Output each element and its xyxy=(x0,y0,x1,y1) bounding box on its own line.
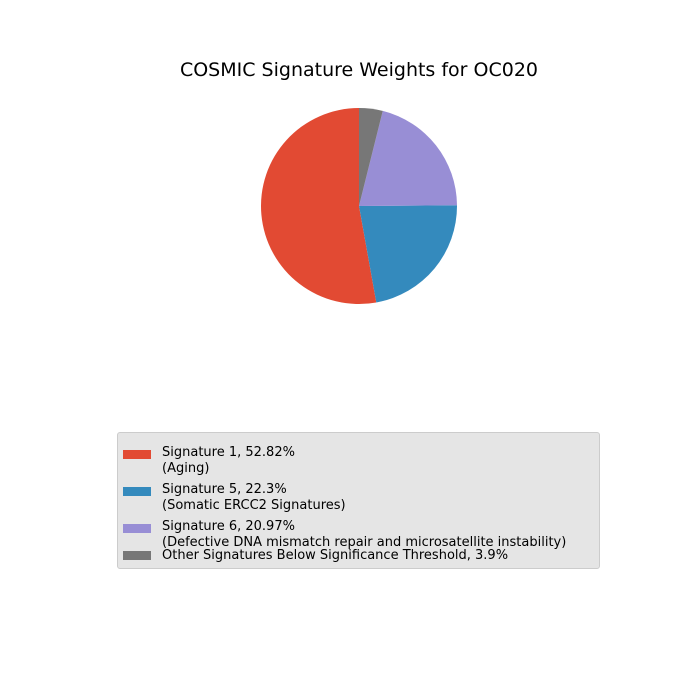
legend-swatch-signature-6 xyxy=(123,524,151,533)
legend-swatch-signature-5 xyxy=(123,487,151,496)
pie-slice-1 xyxy=(260,108,377,304)
legend-label-signature-1: Signature 1, 52.82% (Aging) xyxy=(162,445,295,476)
pie-slice-4 xyxy=(359,108,383,206)
legend-swatch-other-signatures xyxy=(123,551,151,560)
pie-slice-3 xyxy=(359,110,457,206)
pie-slice-2 xyxy=(359,205,457,303)
legend-label-signature-5: Signature 5, 22.3% (Somatic ERCC2 Signat… xyxy=(162,482,346,513)
legend-label-other-signatures: Other Signatures Below Significance Thre… xyxy=(162,548,509,563)
chart-title: COSMIC Signature Weights for OC020 xyxy=(179,59,539,81)
legend-swatch-signature-1 xyxy=(123,450,151,459)
legend-label-signature-6: Signature 6, 20.97% (Defective DNA misma… xyxy=(162,519,567,550)
legend: Signature 1, 52.82% (Aging) Signature 5,… xyxy=(117,432,600,569)
